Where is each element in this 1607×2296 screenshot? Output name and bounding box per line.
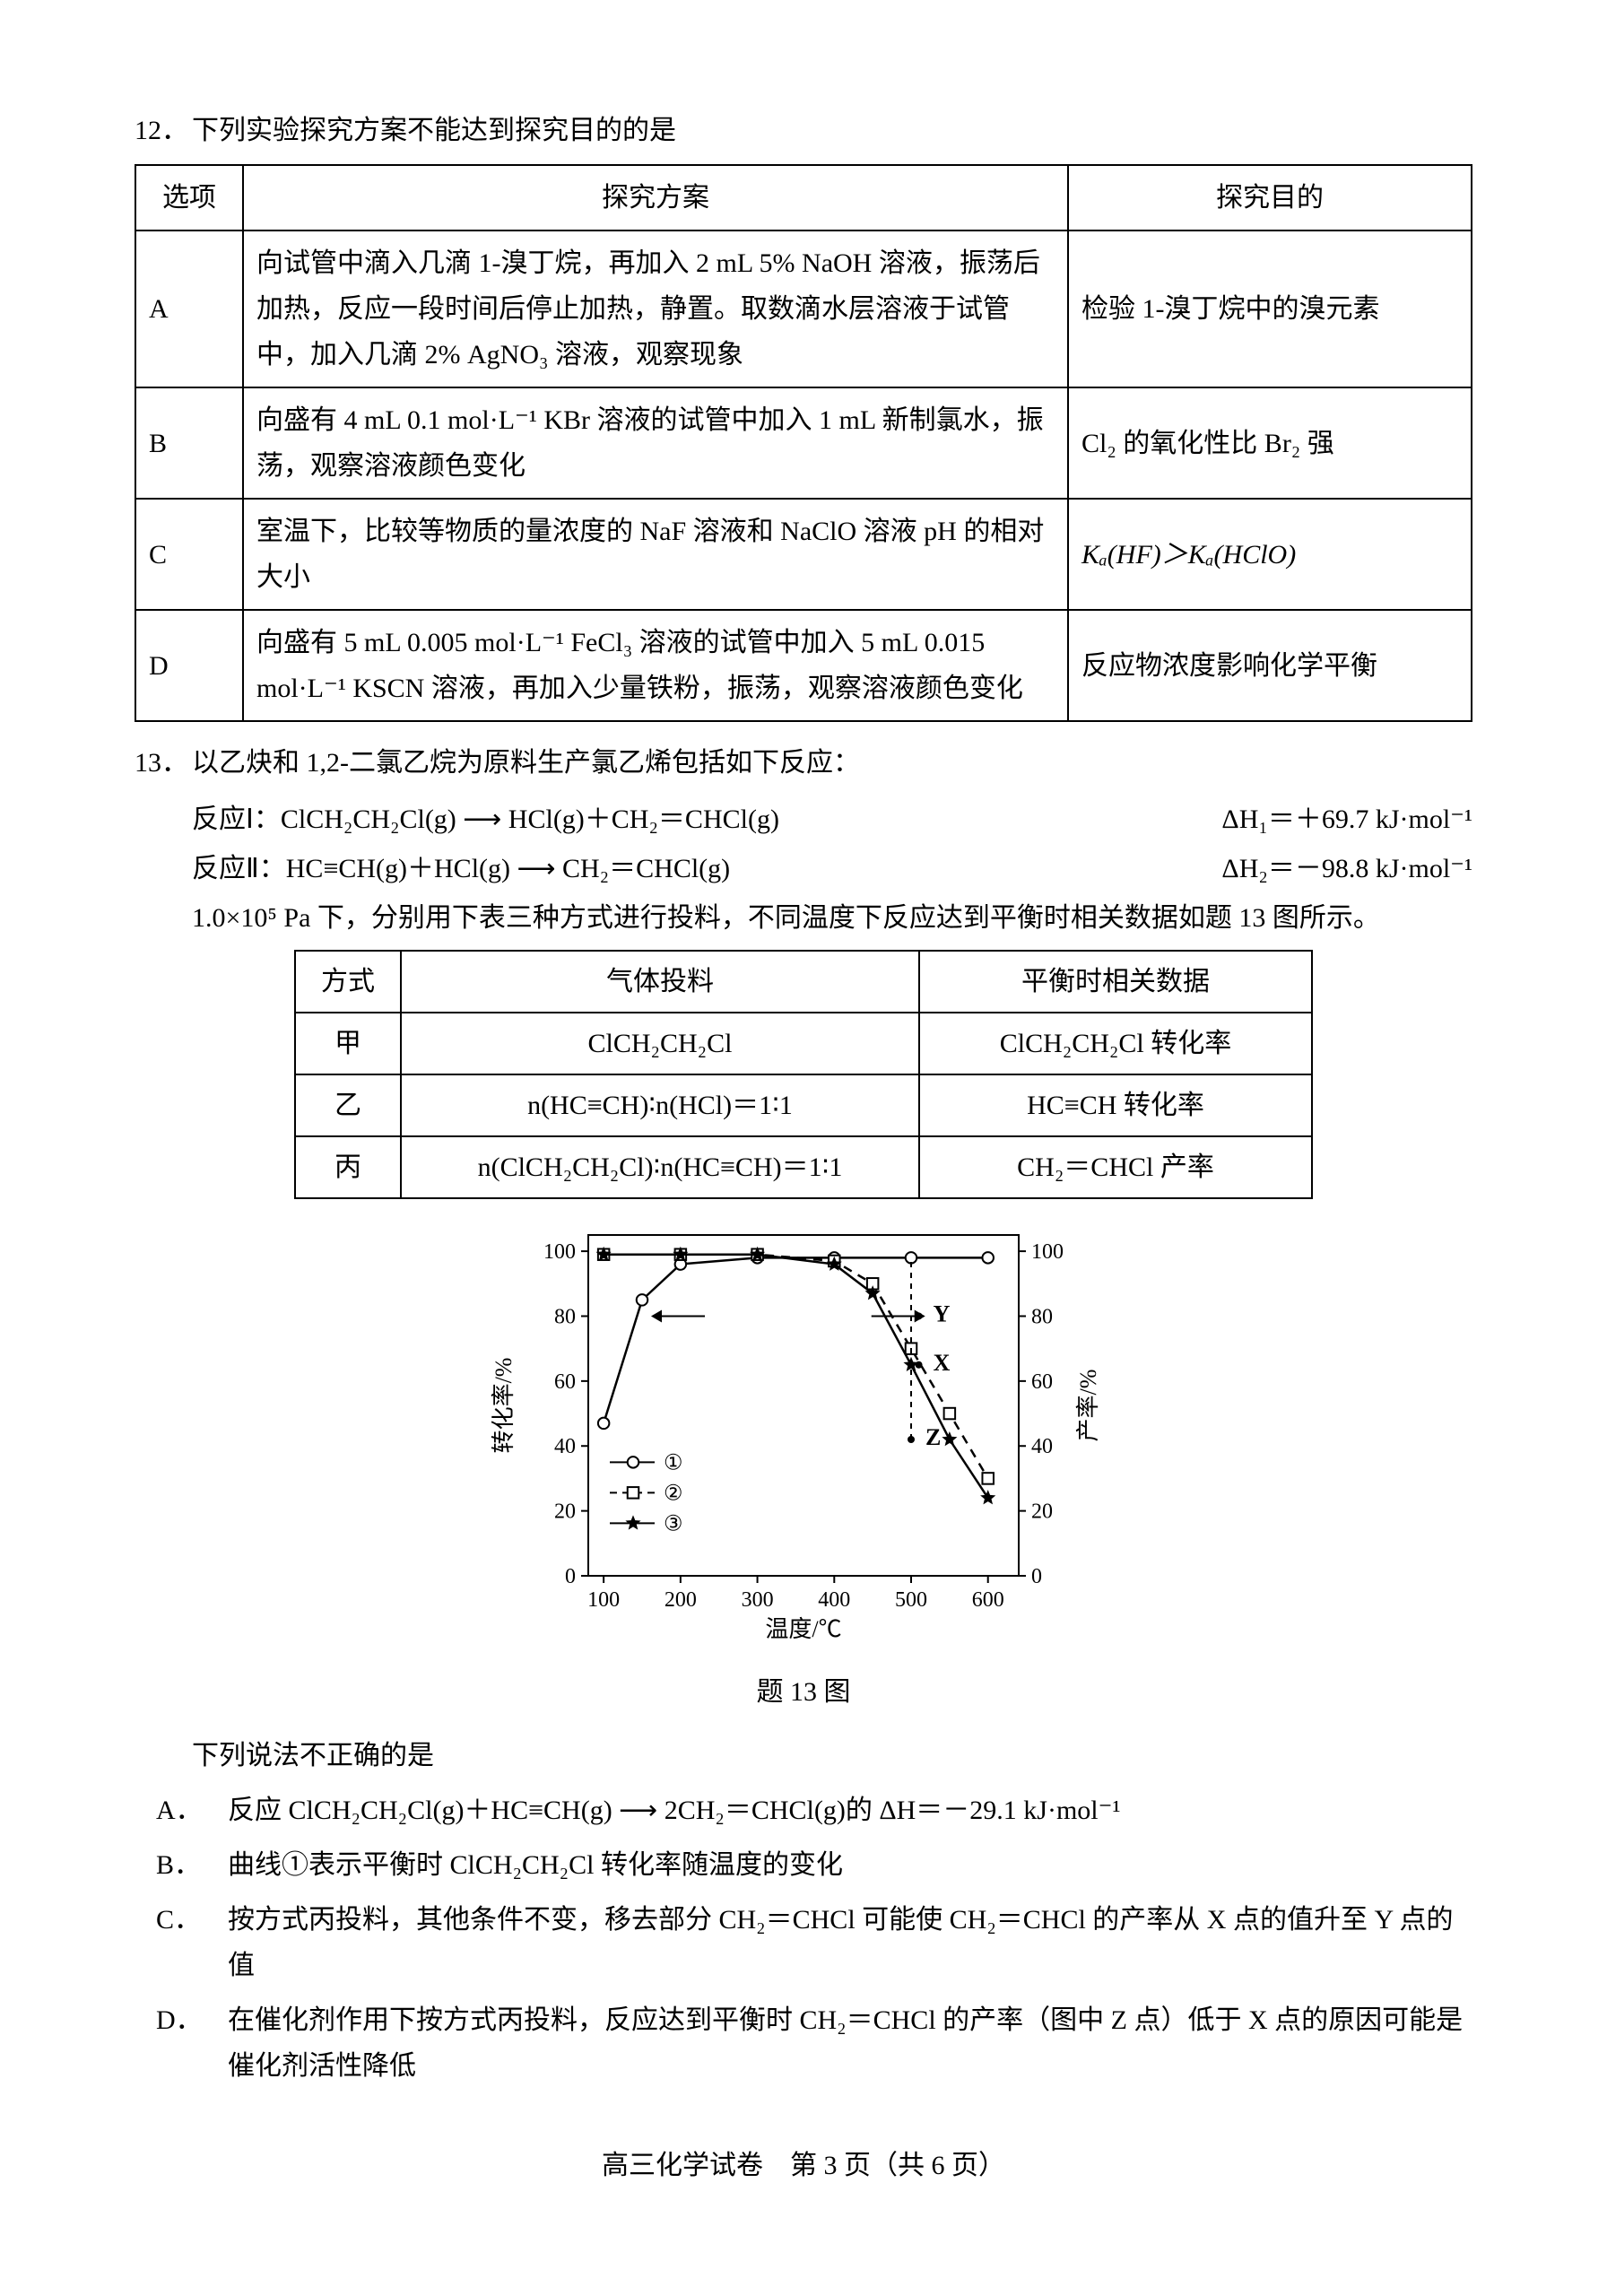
svg-text:20: 20	[1031, 1500, 1053, 1524]
q12-rD-plan: 向盛有 5 mL 0.005 mol·L⁻¹ FeCl₃ 溶液的试管中加入 5 …	[243, 610, 1068, 721]
svg-text:100: 100	[1031, 1240, 1064, 1264]
q13-th1: 气体投料	[401, 951, 919, 1013]
q12-h1: 探究方案	[243, 165, 1068, 230]
svg-text:③: ③	[664, 1512, 683, 1535]
svg-text:600: 600	[972, 1588, 1004, 1612]
svg-text:100: 100	[543, 1240, 576, 1264]
q13-r0data: ClCH₂CH₂Cl 转化率	[919, 1013, 1312, 1074]
svg-text:②: ②	[664, 1482, 683, 1505]
q13-rxn1: 反应Ⅰ： ClCH₂CH₂Cl(g) ⟶ HCl(g)＋CH₂＝CHCl(g) …	[135, 796, 1472, 842]
q13-r0feed: ClCH₂CH₂Cl	[401, 1013, 919, 1074]
q12-rD-opt: D	[135, 610, 243, 721]
q13-rxn2: 反应Ⅱ： HC≡CH(g)＋HCl(g) ⟶ CH₂＝CHCl(g) ΔH₂＝－…	[135, 846, 1472, 891]
q13-th0: 方式	[295, 951, 401, 1013]
svg-text:产率/%: 产率/%	[1075, 1370, 1101, 1442]
q12-table: 选项 探究方案 探究目的 A 向试管中滴入几滴 1-溴丁烷，再加入 2 mL 5…	[135, 164, 1472, 722]
svg-text:40: 40	[554, 1435, 576, 1458]
q12-h0: 选项	[135, 165, 243, 230]
q12-stem: 12．下列实验探究方案不能达到探究目的的是	[135, 108, 1472, 153]
q13-optD-text: 在催化剂作用下按方式丙投料，反应达到平衡时 CH₂＝CHCl 的产率（图中 Z …	[228, 2005, 1463, 2081]
q13-optB-text: 曲线①表示平衡时 ClCH₂CH₂Cl 转化率随温度的变化	[228, 1850, 843, 1880]
svg-text:80: 80	[554, 1305, 576, 1328]
q12-rB-goal: Cl₂ 的氧化性比 Br₂ 强	[1068, 387, 1472, 499]
rxn2-eq: HC≡CH(g)＋HCl(g) ⟶ CH₂＝CHCl(g)	[286, 846, 1186, 891]
svg-text:80: 80	[1031, 1305, 1053, 1328]
svg-text:40: 40	[1031, 1435, 1053, 1458]
table-row: D 向盛有 5 mL 0.005 mol·L⁻¹ FeCl₃ 溶液的试管中加入 …	[135, 610, 1472, 721]
q13-feed-table: 方式 气体投料 平衡时相关数据 甲 ClCH₂CH₂Cl ClCH₂CH₂Cl …	[294, 950, 1313, 1199]
svg-text:20: 20	[554, 1500, 576, 1524]
chart-caption: 题 13 图	[135, 1669, 1472, 1715]
table-header-row: 选项 探究方案 探究目的	[135, 165, 1472, 230]
q12-rC-plan: 室温下，比较等物质的量浓度的 NaF 溶液和 NaClO 溶液 pH 的相对大小	[243, 499, 1068, 610]
svg-text:300: 300	[742, 1588, 774, 1612]
q12-rA-goal: 检验 1-溴丁烷中的溴元素	[1068, 230, 1472, 387]
q13-optD: D．在催化剂作用下按方式丙投料，反应达到平衡时 CH₂＝CHCl 的产率（图中 …	[135, 1997, 1472, 2089]
svg-text:①: ①	[664, 1451, 683, 1474]
q13-prompt: 下列说法不正确的是	[135, 1733, 1472, 1779]
svg-text:60: 60	[554, 1370, 576, 1394]
svg-text:400: 400	[818, 1588, 850, 1612]
q12-rC-goal: Kₐ(HF)＞Kₐ(HClO)	[1068, 499, 1472, 610]
q13-optC: C．按方式丙投料，其他条件不变，移去部分 CH₂＝CHCl 可能使 CH₂＝CH…	[135, 1897, 1472, 1988]
table-row: C 室温下，比较等物质的量浓度的 NaF 溶液和 NaClO 溶液 pH 的相对…	[135, 499, 1472, 610]
q13-options: A．反应 ClCH₂CH₂Cl(g)＋HC≡CH(g) ⟶ 2CH₂＝CHCl(…	[135, 1787, 1472, 2089]
q13-r1data: HC≡CH 转化率	[919, 1074, 1312, 1136]
q12-rD-goal: 反应物浓度影响化学平衡	[1068, 610, 1472, 721]
q12-rB-opt: B	[135, 387, 243, 499]
q13-r1feed: n(HC≡CH)∶n(HCl)＝1∶1	[401, 1074, 919, 1136]
q13-optA: A．反应 ClCH₂CH₂Cl(g)＋HC≡CH(g) ⟶ 2CH₂＝CHCl(…	[135, 1787, 1472, 1833]
q12-rC-opt: C	[135, 499, 243, 610]
svg-text:0: 0	[565, 1565, 576, 1588]
q13-stem-text: 以乙炔和 1,2-二氯乙烷为原料生产氯乙烯包括如下反应：	[192, 748, 860, 778]
svg-text:Z: Z	[925, 1424, 941, 1450]
q13-optA-text: 反应 ClCH₂CH₂Cl(g)＋HC≡CH(g) ⟶ 2CH₂＝CHCl(g)…	[228, 1796, 1120, 1825]
table-row: 丙 n(ClCH₂CH₂Cl)∶n(HC≡CH)＝1∶1 CH₂＝CHCl 产率	[295, 1136, 1312, 1198]
table-header-row: 方式 气体投料 平衡时相关数据	[295, 951, 1312, 1013]
q13-r0m: 甲	[295, 1013, 401, 1074]
rxn2-dH: ΔH₂＝－98.8 kJ·mol⁻¹	[1186, 846, 1472, 891]
table-row: 乙 n(HC≡CH)∶n(HCl)＝1∶1 HC≡CH 转化率	[295, 1074, 1312, 1136]
q13-r1m: 乙	[295, 1074, 401, 1136]
rxn1-dH: ΔH₁＝＋69.7 kJ·mol⁻¹	[1186, 796, 1472, 842]
svg-text:X: X	[934, 1350, 951, 1376]
q12-rB-plan: 向盛有 4 mL 0.1 mol·L⁻¹ KBr 溶液的试管中加入 1 mL 新…	[243, 387, 1068, 499]
table-row: A 向试管中滴入几滴 1-溴丁烷，再加入 2 mL 5% NaOH 溶液，振荡后…	[135, 230, 1472, 387]
q13-th2: 平衡时相关数据	[919, 951, 1312, 1013]
q12-rA-plan: 向试管中滴入几滴 1-溴丁烷，再加入 2 mL 5% NaOH 溶液，振荡后加热…	[243, 230, 1068, 387]
rxn1-eq: ClCH₂CH₂Cl(g) ⟶ HCl(g)＋CH₂＝CHCl(g)	[281, 796, 1186, 842]
svg-text:温度/℃: 温度/℃	[765, 1616, 841, 1642]
q12-number: 12．	[135, 108, 192, 153]
q13-chart: 100 200 300 400 500 600 0 0 20 20 40 40 60 60 80 80 100 1…	[490, 1217, 1117, 1662]
q13-r2feed: n(ClCH₂CH₂Cl)∶n(HC≡CH)＝1∶1	[401, 1136, 919, 1198]
svg-text:500: 500	[895, 1588, 927, 1612]
chart-svg: 100 200 300 400 500 600 0 0 20 20 40 40 60 60 80 80 100 1…	[490, 1217, 1117, 1648]
q13-r2data: CH₂＝CHCl 产率	[919, 1136, 1312, 1198]
table-row: 甲 ClCH₂CH₂Cl ClCH₂CH₂Cl 转化率	[295, 1013, 1312, 1074]
q12-h2: 探究目的	[1068, 165, 1472, 230]
rxn1-label: 反应Ⅰ：	[192, 796, 281, 842]
svg-text:60: 60	[1031, 1370, 1053, 1394]
svg-text:0: 0	[1031, 1565, 1042, 1588]
table-row: B 向盛有 4 mL 0.1 mol·L⁻¹ KBr 溶液的试管中加入 1 mL…	[135, 387, 1472, 499]
q13-optB: B．曲线①表示平衡时 ClCH₂CH₂Cl 转化率随温度的变化	[135, 1842, 1472, 1888]
q12-stem-text: 下列实验探究方案不能达到探究目的的是	[192, 116, 676, 145]
q13-para: 1.0×10⁵ Pa 下，分别用下表三种方式进行投料，不同温度下反应达到平衡时相…	[135, 895, 1472, 941]
q13-number: 13．	[135, 740, 192, 786]
svg-text:200: 200	[665, 1588, 697, 1612]
q13-optC-text: 按方式丙投料，其他条件不变，移去部分 CH₂＝CHCl 可能使 CH₂＝CHCl…	[228, 1905, 1454, 1980]
page-footer: 高三化学试卷 第 3 页（共 6 页）	[135, 2143, 1472, 2188]
svg-text:Y: Y	[934, 1300, 951, 1326]
svg-text:100: 100	[587, 1588, 620, 1612]
q12-rA-opt: A	[135, 230, 243, 387]
svg-text:转化率/%: 转化率/%	[491, 1358, 517, 1454]
q13-r2m: 丙	[295, 1136, 401, 1198]
exam-page: 12．下列实验探究方案不能达到探究目的的是 选项 探究方案 探究目的 A 向试管…	[0, 0, 1607, 2260]
rxn2-label: 反应Ⅱ：	[192, 846, 286, 891]
q13-stem: 13．以乙炔和 1,2-二氯乙烷为原料生产氯乙烯包括如下反应：	[135, 740, 1472, 786]
